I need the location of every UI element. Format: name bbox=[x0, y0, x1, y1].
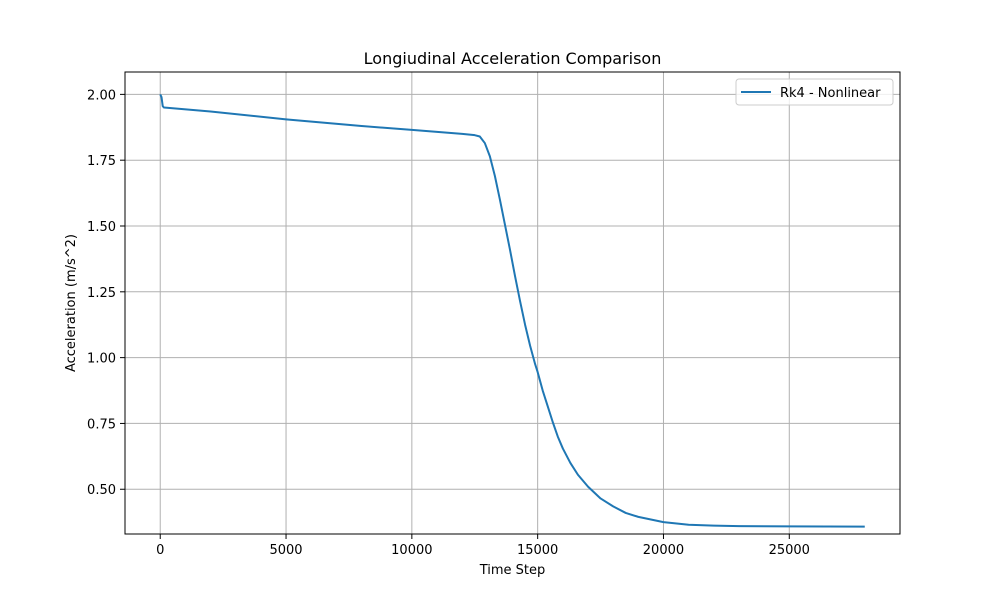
plot-frame bbox=[124, 71, 901, 535]
y-axis-label: Acceleration (m/s^2) bbox=[64, 234, 79, 372]
legend-box bbox=[735, 78, 894, 106]
x-tick-label: 15000 bbox=[517, 543, 558, 558]
x-axis: 0 5000 10000 15000 20000 25000 bbox=[156, 534, 810, 558]
x-tick-label: 10000 bbox=[391, 543, 432, 558]
grid-lines bbox=[125, 72, 900, 534]
y-tick-label: 0.50 bbox=[87, 483, 116, 498]
y-axis: 0.50 0.75 1.00 1.25 1.50 1.75 2.00 bbox=[87, 88, 125, 498]
x-tick-label: 20000 bbox=[643, 543, 684, 558]
legend: Rk4 - Nonlinear bbox=[735, 78, 894, 106]
y-tick-label: 1.00 bbox=[87, 352, 116, 367]
series-line bbox=[159, 93, 865, 528]
y-tick-label: 1.75 bbox=[87, 154, 116, 169]
y-tick-label: 1.50 bbox=[87, 220, 116, 235]
x-tick-label: 25000 bbox=[769, 543, 810, 558]
legend-label: Rk4 - Nonlinear bbox=[780, 86, 881, 101]
chart-title: Longiudinal Acceleration Comparison bbox=[364, 49, 662, 68]
x-tick-label: 5000 bbox=[269, 543, 302, 558]
x-axis-label: Time Step bbox=[479, 563, 546, 578]
x-tick-label: 0 bbox=[156, 543, 164, 558]
y-tick-label: 1.25 bbox=[87, 286, 116, 301]
y-tick-label: 0.75 bbox=[87, 417, 116, 432]
series-layer bbox=[159, 93, 865, 528]
y-tick-label: 2.00 bbox=[87, 88, 116, 103]
